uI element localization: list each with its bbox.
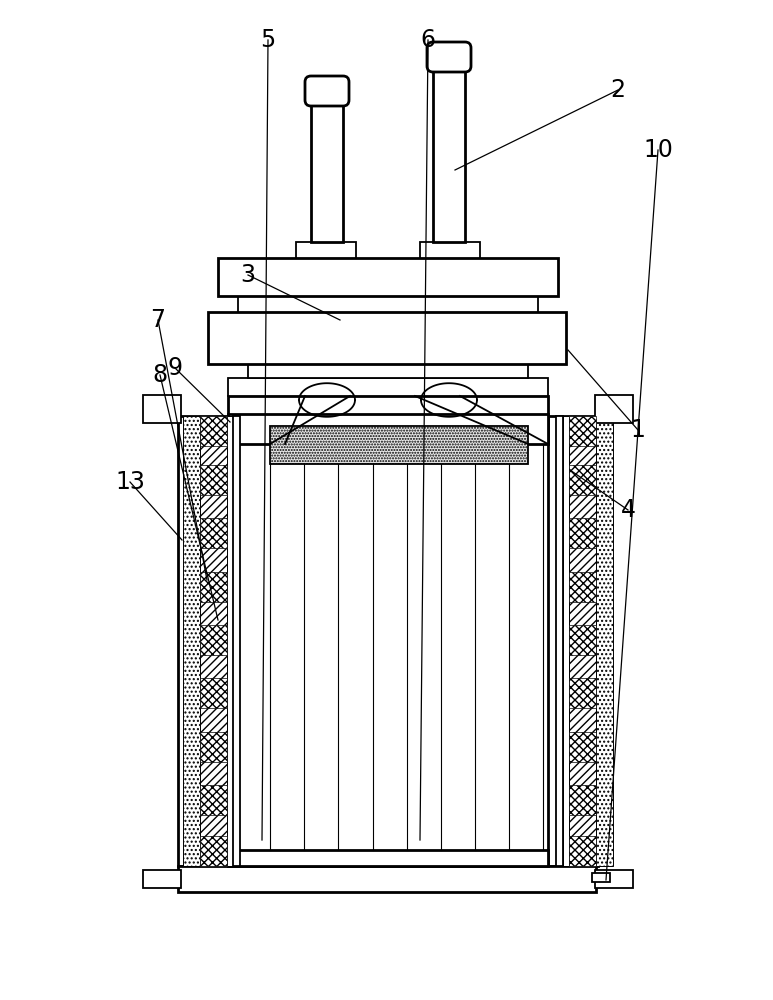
Text: 13: 13 xyxy=(115,470,145,494)
Text: 6: 6 xyxy=(421,28,435,52)
Bar xyxy=(563,416,569,866)
Bar xyxy=(433,60,465,242)
Bar xyxy=(200,785,227,815)
Bar xyxy=(569,836,596,866)
FancyBboxPatch shape xyxy=(427,42,471,72)
Bar xyxy=(200,572,227,602)
Bar xyxy=(183,416,200,866)
Bar xyxy=(592,873,610,882)
Bar xyxy=(569,465,596,495)
Bar xyxy=(548,416,598,866)
Text: 1: 1 xyxy=(631,418,645,442)
Bar xyxy=(569,732,596,762)
Bar xyxy=(595,395,633,423)
Bar xyxy=(218,258,558,296)
Text: 7: 7 xyxy=(151,308,165,332)
Bar xyxy=(270,426,528,464)
Bar xyxy=(569,785,596,815)
Bar xyxy=(556,416,563,866)
Bar xyxy=(569,416,596,446)
Bar xyxy=(208,312,566,364)
Bar xyxy=(200,625,227,655)
Bar xyxy=(200,416,227,866)
Bar xyxy=(200,518,227,548)
Bar xyxy=(233,416,240,866)
Bar xyxy=(200,465,227,495)
Bar xyxy=(248,364,528,378)
Bar xyxy=(596,416,613,866)
Bar xyxy=(569,572,596,602)
Text: 2: 2 xyxy=(611,78,625,102)
Bar xyxy=(569,625,596,655)
Bar xyxy=(569,518,596,548)
Text: 9: 9 xyxy=(168,356,182,380)
Bar xyxy=(420,242,480,258)
Bar xyxy=(569,678,596,708)
Bar xyxy=(227,416,233,866)
Bar xyxy=(238,296,538,312)
Bar xyxy=(200,836,227,866)
Bar xyxy=(200,732,227,762)
Bar xyxy=(569,416,596,866)
Text: 8: 8 xyxy=(152,363,168,387)
Text: 5: 5 xyxy=(261,28,276,52)
Text: 4: 4 xyxy=(621,498,635,522)
Bar xyxy=(143,395,181,423)
Bar xyxy=(595,870,633,888)
Text: 3: 3 xyxy=(240,263,256,287)
Bar xyxy=(228,378,548,396)
Bar xyxy=(178,416,228,866)
Bar xyxy=(200,416,227,446)
Bar xyxy=(143,870,181,888)
FancyBboxPatch shape xyxy=(305,76,349,106)
Bar xyxy=(296,242,356,258)
Bar xyxy=(228,396,548,416)
Text: 10: 10 xyxy=(643,138,673,162)
Bar xyxy=(311,94,343,242)
Bar xyxy=(228,414,548,444)
Bar xyxy=(178,866,596,892)
Bar xyxy=(228,850,548,866)
Bar xyxy=(200,678,227,708)
